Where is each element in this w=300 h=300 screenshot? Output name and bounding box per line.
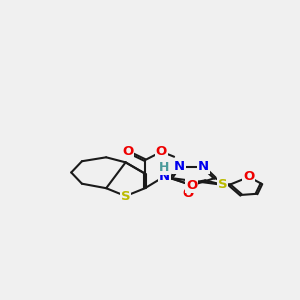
Text: O: O — [122, 145, 133, 158]
Text: O: O — [186, 179, 197, 192]
Text: O: O — [156, 145, 167, 158]
Text: N: N — [173, 160, 184, 173]
Text: O: O — [182, 187, 193, 200]
Text: S: S — [121, 190, 130, 202]
Text: S: S — [218, 178, 227, 191]
Text: N: N — [198, 160, 209, 173]
Text: N: N — [159, 170, 170, 183]
Text: O: O — [243, 170, 254, 184]
Text: H: H — [159, 161, 170, 175]
